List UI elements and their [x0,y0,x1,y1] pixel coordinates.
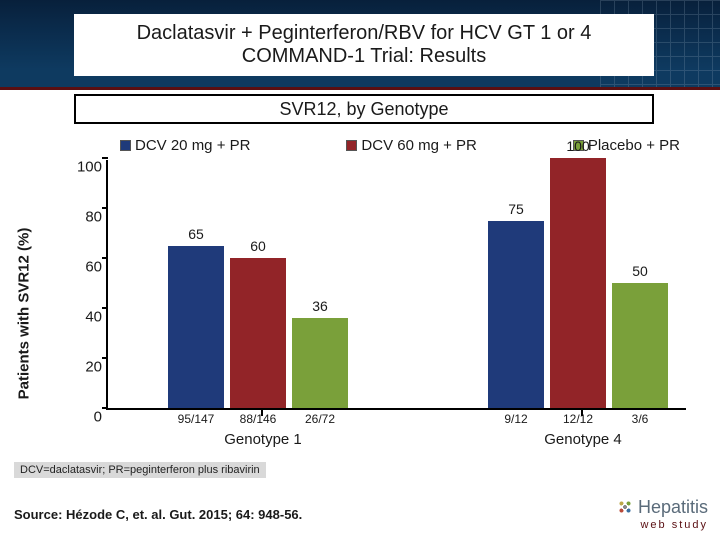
y-tick-label: 100 [68,159,102,176]
bar-group: 759/1210012/12503/6Genotype 4 [488,160,678,408]
bar-value-label: 100 [550,138,606,154]
bar: 3626/72 [292,318,348,408]
legend-swatch-1 [346,140,357,151]
source-citation: Source: Hézode C, et. al. Gut. 2015; 64:… [14,507,302,522]
y-tick-label: 0 [68,409,102,426]
bar-fraction-label: 3/6 [612,412,668,426]
y-tick-mark [102,407,108,409]
legend-item-0: DCV 20 mg + PR [120,137,250,154]
bar-value-label: 75 [488,201,544,217]
x-tick-mark [581,408,583,416]
group-label: Genotype 4 [488,431,678,448]
title-line-2: COMMAND-1 Trial: Results [242,45,486,68]
legend-swatch-0 [120,140,131,151]
plot-area: 0204060801006595/1476088/1463626/72Genot… [106,160,686,410]
legend-label-0: DCV 20 mg + PR [135,137,250,154]
legend-label-1: DCV 60 mg + PR [361,137,476,154]
logo-dots-icon [616,498,634,516]
abbreviation-footnote: DCV=daclatasvir; PR=peginterferon plus r… [14,462,266,478]
y-tick-mark [102,207,108,209]
bar: 6595/147 [168,246,224,409]
y-tick-label: 40 [68,309,102,326]
bar-fraction-label: 26/72 [292,412,348,426]
y-tick-label: 20 [68,359,102,376]
x-tick-mark [261,408,263,416]
bar-fraction-label: 12/12 [550,412,606,426]
y-tick-mark [102,307,108,309]
bar-value-label: 65 [168,226,224,242]
bar-fraction-label: 9/12 [488,412,544,426]
title-line-1: Daclatasvir + Peginterferon/RBV for HCV … [137,22,592,45]
y-tick-label: 80 [68,209,102,226]
legend-item-1: DCV 60 mg + PR [346,137,476,154]
chart-subtitle-text: SVR12, by Genotype [279,99,448,120]
logo-main-text: Hepatitis [638,498,708,516]
bar: 10012/12 [550,158,606,408]
bar: 503/6 [612,283,668,408]
y-tick-label: 60 [68,259,102,276]
bar-value-label: 36 [292,298,348,314]
bar-value-label: 50 [612,263,668,279]
chart-area: Patients with SVR12 (%) 0204060801006595… [36,160,696,450]
bar: 759/12 [488,221,544,409]
title-box: Daclatasvir + Peginterferon/RBV for HCV … [74,14,654,76]
bar-group: 6595/1476088/1463626/72Genotype 1 [168,160,358,408]
logo-sub-text: web study [640,519,708,531]
bar-value-label: 60 [230,238,286,254]
bar-fraction-label: 88/146 [230,412,286,426]
y-tick-mark [102,157,108,159]
group-label: Genotype 1 [168,431,358,448]
bar-fraction-label: 95/147 [168,412,224,426]
y-axis-label: Patients with SVR12 (%) [16,228,33,400]
y-tick-mark [102,357,108,359]
chart-subtitle: SVR12, by Genotype [74,94,654,124]
hepatitis-logo: Hepatitis web study [616,498,708,532]
bar: 6088/146 [230,258,286,408]
header-band: Daclatasvir + Peginterferon/RBV for HCV … [0,0,720,90]
y-tick-mark [102,257,108,259]
